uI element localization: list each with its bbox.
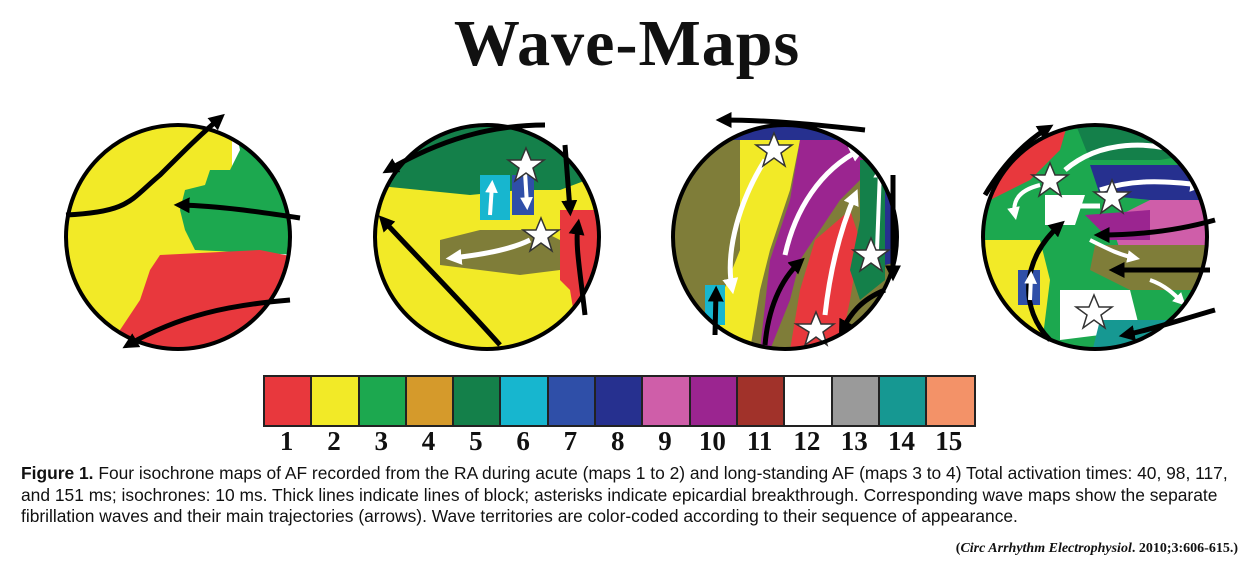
legend-number-5: 5 bbox=[469, 426, 483, 456]
legend-swatch-1 bbox=[265, 377, 313, 425]
legend-number-8: 8 bbox=[610, 426, 625, 456]
legend-number-14: 14 bbox=[888, 426, 915, 456]
legend-swatch-15 bbox=[927, 377, 975, 425]
legend-swatch-10 bbox=[690, 377, 738, 425]
wave-map-2 bbox=[373, 122, 601, 351]
legend-swatch-13 bbox=[832, 377, 880, 425]
legend-numbers: 1 2 3 4 5 6 7 8 9 10 11 12 13 14 15 bbox=[263, 424, 972, 458]
legend-number-1: 1 bbox=[279, 426, 294, 456]
legend-number-10: 10 bbox=[698, 426, 726, 456]
legend-swatch-12 bbox=[785, 377, 833, 425]
legend-number-3: 3 bbox=[374, 426, 388, 456]
legend-number-2: 2 bbox=[327, 426, 341, 456]
legend-swatch-6 bbox=[501, 377, 549, 425]
citation-rest: . 2010;3:606-615. bbox=[1131, 541, 1234, 556]
legend-number-15: 15 bbox=[935, 426, 963, 456]
legend-number-6: 6 bbox=[516, 426, 530, 456]
citation: (Circ Arrhythm Electrophysiol. 2010;3:60… bbox=[955, 541, 1238, 556]
legend-swatch-5 bbox=[454, 377, 502, 425]
legend-swatch-14 bbox=[879, 377, 928, 425]
caption-label: Figure 1. bbox=[21, 463, 94, 483]
legend-swatch-11 bbox=[737, 377, 786, 425]
legend-number-12: 12 bbox=[793, 426, 821, 456]
legend-number-13: 13 bbox=[840, 426, 868, 456]
legend-swatch-9 bbox=[643, 377, 691, 425]
caption-text: Four isochrone maps of AF recorded from … bbox=[21, 463, 1228, 526]
figure-caption: Figure 1. Four isochrone maps of AF reco… bbox=[21, 463, 1246, 528]
legend-number-4: 4 bbox=[421, 426, 436, 456]
legend-swatch-3 bbox=[359, 377, 407, 425]
wave-map-3 bbox=[671, 112, 902, 351]
wave-map-4 bbox=[981, 123, 1216, 351]
citation-journal: Circ Arrhythm Electrophysiol bbox=[960, 541, 1132, 556]
legend-swatch-4 bbox=[406, 377, 455, 425]
legend-number-11: 11 bbox=[746, 426, 773, 456]
legend-number-9: 9 bbox=[658, 426, 672, 456]
legend-swatch-2 bbox=[312, 377, 360, 425]
color-legend bbox=[263, 375, 977, 427]
wave-map-1 bbox=[64, 113, 301, 351]
legend-swatch-8 bbox=[596, 377, 644, 425]
legend-swatch-7 bbox=[548, 377, 597, 425]
legend-number-7: 7 bbox=[563, 426, 578, 456]
figure-title: Wave-Maps bbox=[453, 7, 801, 80]
wave-maps bbox=[64, 112, 1216, 351]
